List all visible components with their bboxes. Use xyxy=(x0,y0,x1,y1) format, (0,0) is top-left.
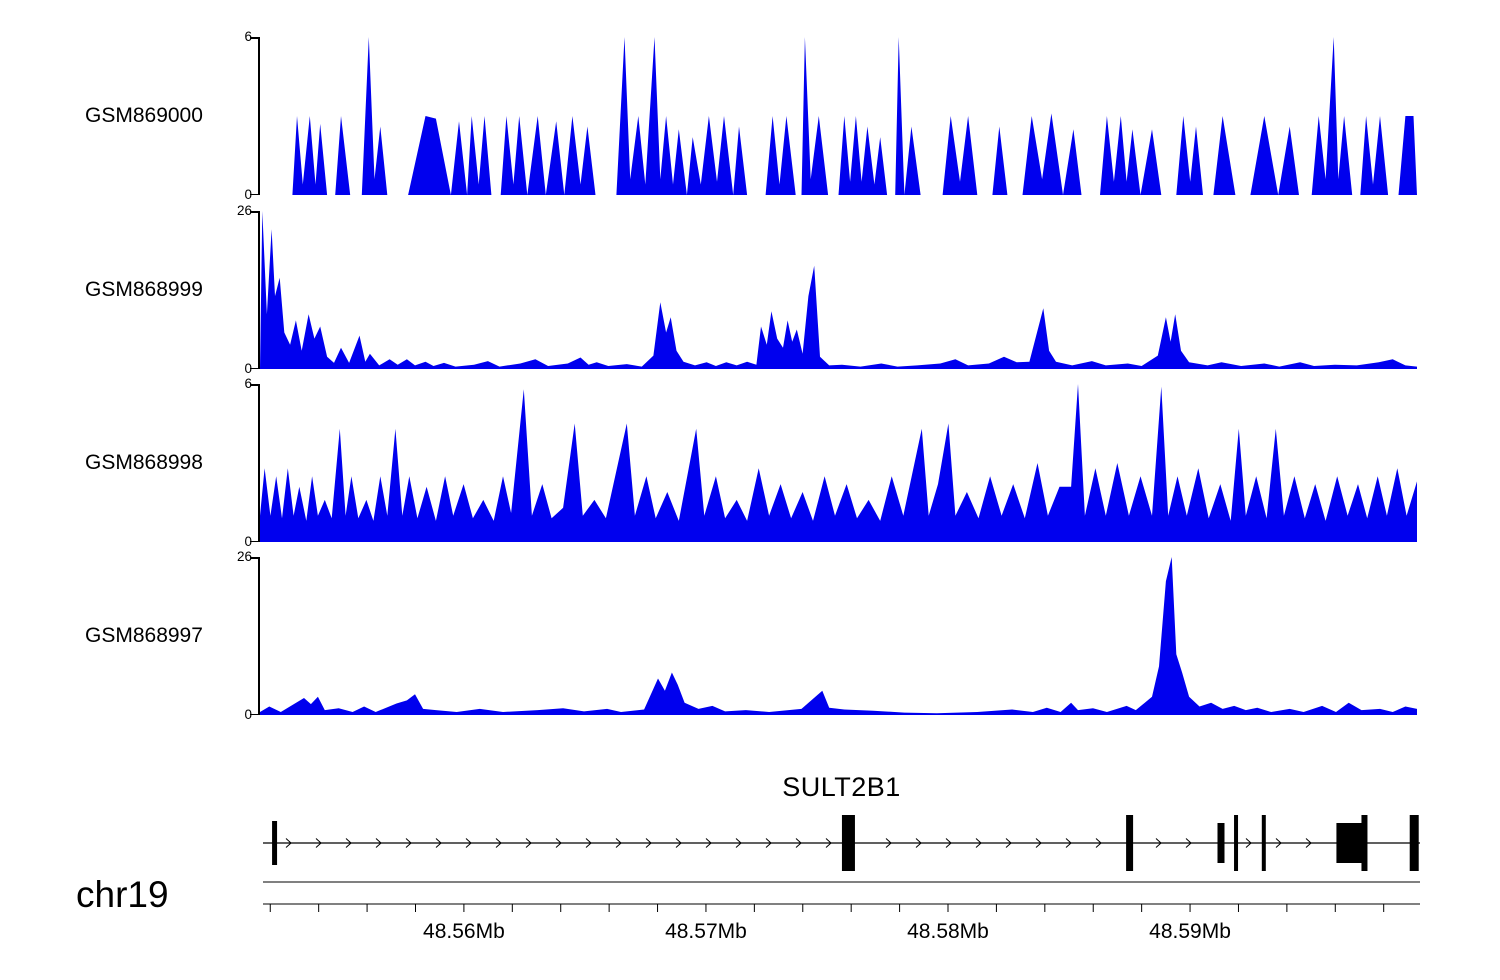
gene-name-label: SULT2B1 xyxy=(782,772,901,802)
y-axis-line xyxy=(258,211,260,369)
coverage-polygon xyxy=(260,384,1417,542)
strand-arrow-icon xyxy=(1305,838,1312,848)
strand-arrow-icon xyxy=(675,838,682,848)
data-track-gsm868997: GSM868997 26 0 xyxy=(0,549,1500,722)
strand-arrow-icon xyxy=(285,838,292,848)
data-track-gsm869000: GSM869000 6 0 xyxy=(0,29,1500,202)
exon-box xyxy=(841,815,855,871)
y-axis-tick xyxy=(250,557,259,559)
strand-arrow-icon xyxy=(1185,838,1192,848)
y-axis-tick xyxy=(250,384,259,386)
genome-axis: 48.56Mb 48.57Mb 48.58Mb 48.59Mb xyxy=(263,881,1420,943)
strand-arrow-icon xyxy=(615,838,622,848)
strand-arrow-icon xyxy=(465,838,472,848)
coverage-area-plot xyxy=(260,211,1417,369)
track-label: GSM868997 xyxy=(85,624,203,647)
coverage-polygon xyxy=(260,37,1417,195)
strand-arrow-icon xyxy=(825,838,832,848)
axis-tick-label: 48.59Mb xyxy=(1149,920,1231,943)
strand-arrow-icon xyxy=(345,838,352,848)
y-axis-max-label: 26 xyxy=(236,203,252,218)
y-axis-tick xyxy=(250,540,259,542)
exon-box xyxy=(272,821,278,865)
strand-arrow-icon xyxy=(735,838,742,848)
strand-arrow-icon xyxy=(705,838,712,848)
track-label: GSM868999 xyxy=(85,278,203,301)
strand-arrow-icon xyxy=(495,838,502,848)
strand-arrow-icon xyxy=(975,838,982,848)
exon-box xyxy=(1234,815,1239,871)
strand-arrow-icon xyxy=(435,838,442,848)
strand-arrow-icon xyxy=(1005,838,1012,848)
y-axis-tick xyxy=(250,367,259,369)
strand-arrow-icon xyxy=(1035,838,1042,848)
strand-arrow-icon xyxy=(405,838,412,848)
coverage-polygon xyxy=(260,211,1417,369)
y-axis-tick xyxy=(250,713,259,715)
y-axis-min-label: 0 xyxy=(244,707,252,722)
y-axis-max-label: 6 xyxy=(244,376,252,391)
axis-tick-label: 48.57Mb xyxy=(665,920,747,943)
y-axis-min-label: 0 xyxy=(244,534,252,549)
data-track-gsm868999: GSM868999 26 0 xyxy=(0,203,1500,376)
y-axis-max-label: 26 xyxy=(236,549,252,564)
y-axis-tick xyxy=(250,193,259,195)
coverage-area-plot xyxy=(260,37,1417,195)
strand-arrow-icon xyxy=(525,838,532,848)
strand-arrow-icon xyxy=(585,838,592,848)
axis-tick-label: 48.58Mb xyxy=(907,920,989,943)
y-axis-max-label: 6 xyxy=(244,29,252,44)
strand-arrow-icon xyxy=(645,838,652,848)
strand-arrow-icon xyxy=(555,838,562,848)
y-axis-min-label: 0 xyxy=(244,187,252,202)
y-axis-tick xyxy=(250,211,259,213)
exon-box xyxy=(1409,815,1419,871)
y-axis-tick xyxy=(250,37,259,39)
strand-arrow-icon xyxy=(315,838,322,848)
strand-arrow-icon xyxy=(1095,838,1102,848)
gene-model xyxy=(263,815,1420,871)
strand-arrow-icon xyxy=(765,838,772,848)
exon-box xyxy=(1217,823,1225,863)
y-axis-line xyxy=(258,557,260,715)
coverage-area-plot xyxy=(260,557,1417,715)
exon-box xyxy=(1361,815,1368,871)
strand-arrow-icon xyxy=(945,838,952,848)
coverage-area-plot xyxy=(260,384,1417,542)
strand-arrow-icon xyxy=(375,838,382,848)
track-label: GSM869000 xyxy=(85,104,203,127)
exon-box xyxy=(1336,823,1363,863)
exon-box xyxy=(1126,815,1134,871)
y-axis-line xyxy=(258,37,260,195)
y-axis-min-label: 0 xyxy=(244,361,252,376)
strand-arrow-icon xyxy=(1245,838,1252,848)
strand-arrow-icon xyxy=(795,838,802,848)
strand-arrow-icon xyxy=(1155,838,1162,848)
track-label: GSM868998 xyxy=(85,451,203,474)
chromosome-label: chr19 xyxy=(76,874,169,915)
exon-box xyxy=(1261,815,1266,871)
strand-arrow-icon xyxy=(885,838,892,848)
axis-tick-label: 48.56Mb xyxy=(423,920,505,943)
strand-arrow-icon xyxy=(915,838,922,848)
data-track-gsm868998: GSM868998 6 0 xyxy=(0,376,1500,549)
strand-arrow-icon xyxy=(1065,838,1072,848)
y-axis-line xyxy=(258,384,260,542)
strand-arrow-icon xyxy=(1275,838,1282,848)
coverage-polygon xyxy=(260,557,1417,715)
